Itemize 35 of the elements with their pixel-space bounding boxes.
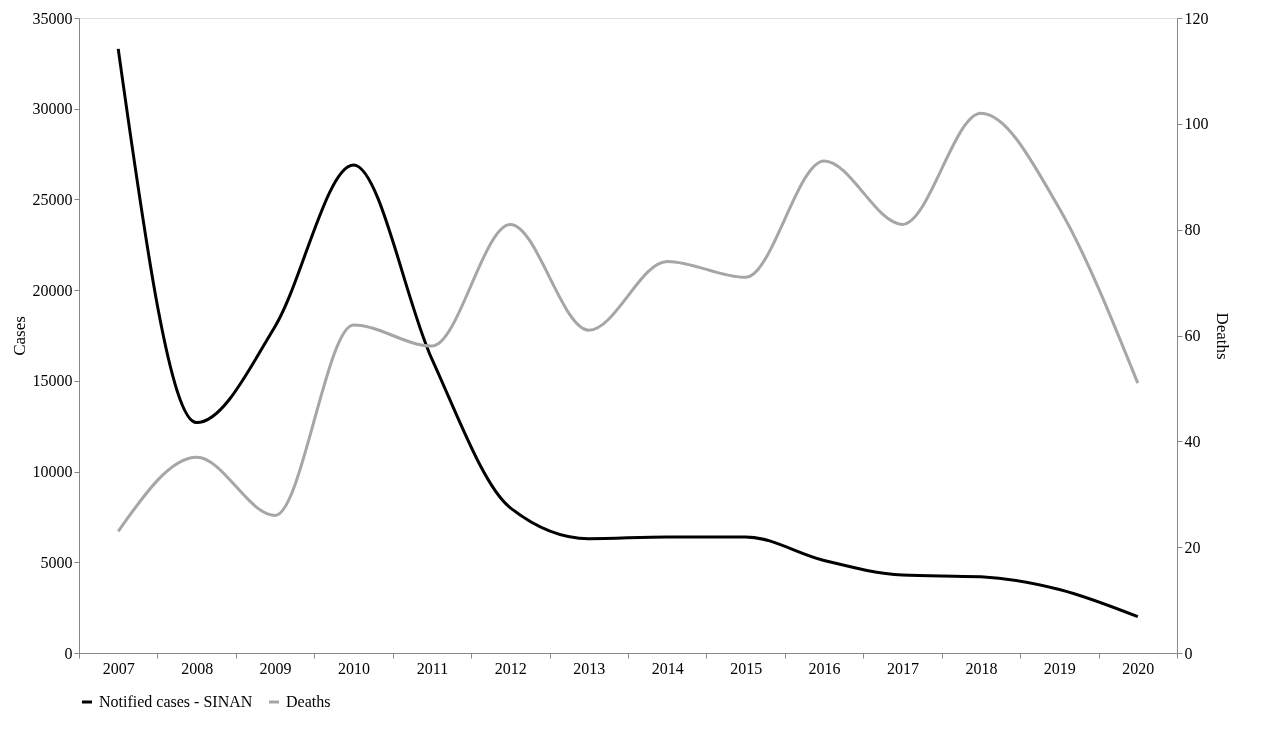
y-tick-label: 25000 (32, 190, 73, 208)
y2-axis-title: Deaths (1212, 312, 1232, 360)
x-tick-label: 2016 (808, 659, 841, 677)
x-tick-label: 2010 (338, 659, 370, 677)
x-tick-label: 2009 (259, 659, 292, 677)
legend-label: Deaths (286, 693, 331, 710)
legend-label: Notified cases - SINAN (99, 693, 253, 710)
x-tick-label: 2008 (181, 659, 214, 677)
y2-tick-label: 80 (1184, 221, 1201, 239)
x-tick-label: 2012 (494, 659, 527, 677)
y-tick-label: 20000 (32, 281, 73, 299)
y2-tick-label: 60 (1184, 327, 1201, 344)
line-series (116, 47, 1140, 619)
y2-tick-label: 100 (1184, 115, 1209, 133)
x-tick-label: 2015 (730, 659, 763, 677)
x-tick-label: 2020 (1122, 659, 1155, 677)
y2-tick-label: 0 (1184, 644, 1193, 662)
y-tick-label: 10000 (32, 463, 73, 481)
x-tick-label: 2017 (887, 659, 919, 677)
x-tick-label: 2018 (965, 659, 998, 677)
y2-tick-label: 40 (1184, 432, 1201, 450)
y2-tick-label: 120 (1184, 9, 1209, 27)
y-axis-title: Cases (9, 316, 29, 356)
x-tick-label: 2007 (102, 659, 135, 677)
x-tick-label: 2013 (573, 659, 606, 677)
y-tick-label: 0 (64, 644, 73, 662)
x-tick-label: 2019 (1043, 659, 1076, 677)
y-tick-label: 15000 (32, 372, 73, 390)
y2-tick-label: 20 (1184, 538, 1201, 556)
line-series (116, 111, 1140, 533)
y-tick-label: 35000 (32, 9, 73, 27)
y-tick-label: 30000 (32, 100, 73, 118)
x-tick-label: 2014 (651, 659, 684, 677)
x-tick-label: 2011 (416, 659, 449, 677)
y-tick-label: 5000 (40, 553, 73, 571)
